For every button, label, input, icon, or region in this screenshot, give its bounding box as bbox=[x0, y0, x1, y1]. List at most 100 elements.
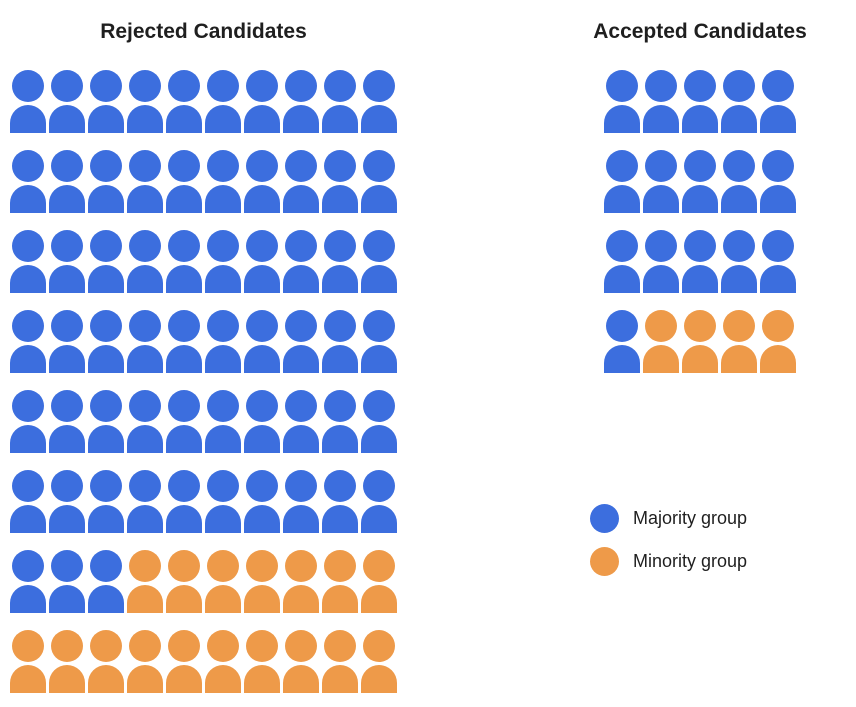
person-head bbox=[207, 390, 239, 422]
person-icon-majority bbox=[88, 230, 124, 293]
person-icon-majority bbox=[244, 150, 280, 213]
person-torso bbox=[760, 345, 796, 373]
person-head bbox=[363, 470, 395, 502]
person-icon-majority bbox=[721, 150, 757, 213]
person-head bbox=[285, 230, 317, 262]
person-head bbox=[723, 70, 755, 102]
person-torso bbox=[205, 585, 241, 613]
person-head bbox=[246, 310, 278, 342]
person-torso bbox=[127, 185, 163, 213]
person-torso bbox=[10, 345, 46, 373]
person-torso bbox=[10, 585, 46, 613]
minority-legend-label: Minority group bbox=[633, 551, 748, 571]
person-head bbox=[324, 150, 356, 182]
person-torso bbox=[166, 265, 202, 293]
person-torso bbox=[283, 585, 319, 613]
person-icon-majority bbox=[283, 230, 319, 293]
person-torso bbox=[322, 265, 358, 293]
person-icon-majority bbox=[643, 150, 679, 213]
person-torso bbox=[244, 185, 280, 213]
person-torso bbox=[682, 345, 718, 373]
minority-color-swatch bbox=[590, 547, 619, 576]
person-torso bbox=[322, 185, 358, 213]
person-torso bbox=[88, 425, 124, 453]
person-head bbox=[51, 550, 83, 582]
person-icon-minority bbox=[322, 550, 358, 613]
person-icon-majority bbox=[88, 550, 124, 613]
person-icon-minority bbox=[361, 550, 397, 613]
person-torso bbox=[361, 265, 397, 293]
person-torso bbox=[49, 265, 85, 293]
person-head bbox=[645, 150, 677, 182]
person-icon-majority bbox=[322, 150, 358, 213]
person-torso bbox=[10, 425, 46, 453]
person-icon-majority bbox=[643, 70, 679, 133]
person-head bbox=[129, 550, 161, 582]
person-torso bbox=[49, 105, 85, 133]
legend: Majority group Minority group bbox=[590, 504, 747, 590]
person-head bbox=[285, 150, 317, 182]
person-head bbox=[51, 70, 83, 102]
person-torso bbox=[10, 665, 46, 693]
person-icon-majority bbox=[760, 150, 796, 213]
person-head bbox=[90, 390, 122, 422]
person-torso bbox=[244, 345, 280, 373]
person-icon-majority bbox=[88, 70, 124, 133]
person-head bbox=[207, 70, 239, 102]
person-torso bbox=[361, 185, 397, 213]
person-icon-majority bbox=[127, 150, 163, 213]
person-icon-minority bbox=[322, 630, 358, 693]
person-torso bbox=[361, 425, 397, 453]
person-head bbox=[606, 310, 638, 342]
person-torso bbox=[49, 185, 85, 213]
person-icon-majority bbox=[361, 470, 397, 533]
person-head bbox=[168, 390, 200, 422]
person-torso bbox=[205, 425, 241, 453]
person-torso bbox=[166, 105, 202, 133]
person-torso bbox=[10, 505, 46, 533]
person-icon-majority bbox=[283, 150, 319, 213]
person-head bbox=[762, 70, 794, 102]
person-torso bbox=[643, 185, 679, 213]
person-head bbox=[51, 390, 83, 422]
person-icon-majority bbox=[10, 390, 46, 453]
person-icon-majority bbox=[244, 230, 280, 293]
person-torso bbox=[205, 345, 241, 373]
person-head bbox=[207, 550, 239, 582]
person-icon-majority bbox=[322, 310, 358, 373]
person-icon-majority bbox=[721, 230, 757, 293]
person-head bbox=[363, 70, 395, 102]
person-head bbox=[207, 470, 239, 502]
person-torso bbox=[166, 185, 202, 213]
person-icon-majority bbox=[244, 390, 280, 453]
person-icon-majority bbox=[361, 310, 397, 373]
person-head bbox=[168, 550, 200, 582]
person-head bbox=[51, 310, 83, 342]
person-icon-minority bbox=[361, 630, 397, 693]
person-head bbox=[324, 390, 356, 422]
person-torso bbox=[604, 265, 640, 293]
person-icon-majority bbox=[205, 390, 241, 453]
person-head bbox=[168, 150, 200, 182]
person-icon-majority bbox=[88, 470, 124, 533]
person-torso bbox=[205, 265, 241, 293]
person-head bbox=[684, 310, 716, 342]
person-torso bbox=[88, 585, 124, 613]
person-icon-majority bbox=[205, 230, 241, 293]
person-icon-majority bbox=[10, 310, 46, 373]
person-head bbox=[129, 310, 161, 342]
person-icon-majority bbox=[322, 390, 358, 453]
person-icon-majority bbox=[166, 310, 202, 373]
person-head bbox=[606, 150, 638, 182]
person-icon-majority bbox=[166, 470, 202, 533]
person-torso bbox=[604, 185, 640, 213]
person-head bbox=[129, 150, 161, 182]
person-icon-minority bbox=[10, 630, 46, 693]
person-torso bbox=[721, 105, 757, 133]
person-torso bbox=[322, 665, 358, 693]
person-icon-minority bbox=[205, 630, 241, 693]
person-torso bbox=[604, 105, 640, 133]
person-icon-majority bbox=[604, 230, 640, 293]
person-head bbox=[129, 470, 161, 502]
person-torso bbox=[643, 105, 679, 133]
